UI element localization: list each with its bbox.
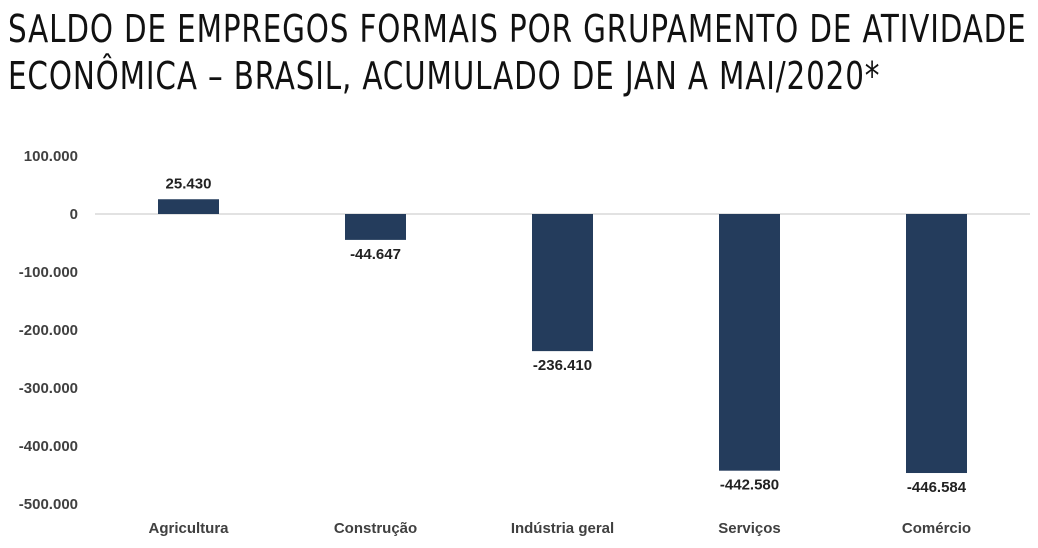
data-label: 25.430 [166, 175, 212, 192]
y-tick-label: -400.000 [19, 438, 78, 455]
y-tick-label: 0 [70, 206, 78, 223]
y-tick-label: -100.000 [19, 264, 78, 281]
bar [345, 214, 406, 240]
x-tick-label: Indústria geral [511, 520, 614, 537]
data-label: -442.580 [720, 477, 779, 494]
x-tick-label: Construção [334, 520, 417, 537]
bar [158, 199, 219, 214]
bar-series: 25.430 -44.647 -236.410 -442.580 -446.584 [158, 175, 967, 496]
data-label: -44.647 [350, 246, 401, 263]
y-tick-label: -500.000 [19, 496, 78, 513]
y-tick-label: -200.000 [19, 322, 78, 339]
bar [906, 214, 967, 474]
chart-title: SALDO DE EMPREGOS FORMAIS POR GRUPAMENTO… [8, 6, 1027, 100]
y-tick-label: -300.000 [19, 380, 78, 397]
x-tick-label: Agricultura [148, 520, 229, 537]
y-tick-label: 100.000 [24, 148, 78, 165]
x-tick-label: Serviços [718, 520, 781, 537]
chart-title-line-1: SALDO DE EMPREGOS FORMAIS POR GRUPAMENTO… [8, 7, 1027, 51]
data-label: -236.410 [533, 357, 592, 374]
data-label: -446.584 [907, 479, 967, 496]
bar [719, 214, 780, 471]
x-tick-label: Comércio [902, 520, 971, 537]
x-axis: Agricultura Construção Indústria geral Serv… [148, 520, 971, 537]
bar [532, 214, 593, 352]
y-axis: 100.000 0 -100.000 -200.000 -300.000 -400.000… [19, 148, 78, 513]
chart-title-line-2: ECONÔMICA – BRASIL, ACUMULADO DE JAN A M… [8, 54, 881, 98]
